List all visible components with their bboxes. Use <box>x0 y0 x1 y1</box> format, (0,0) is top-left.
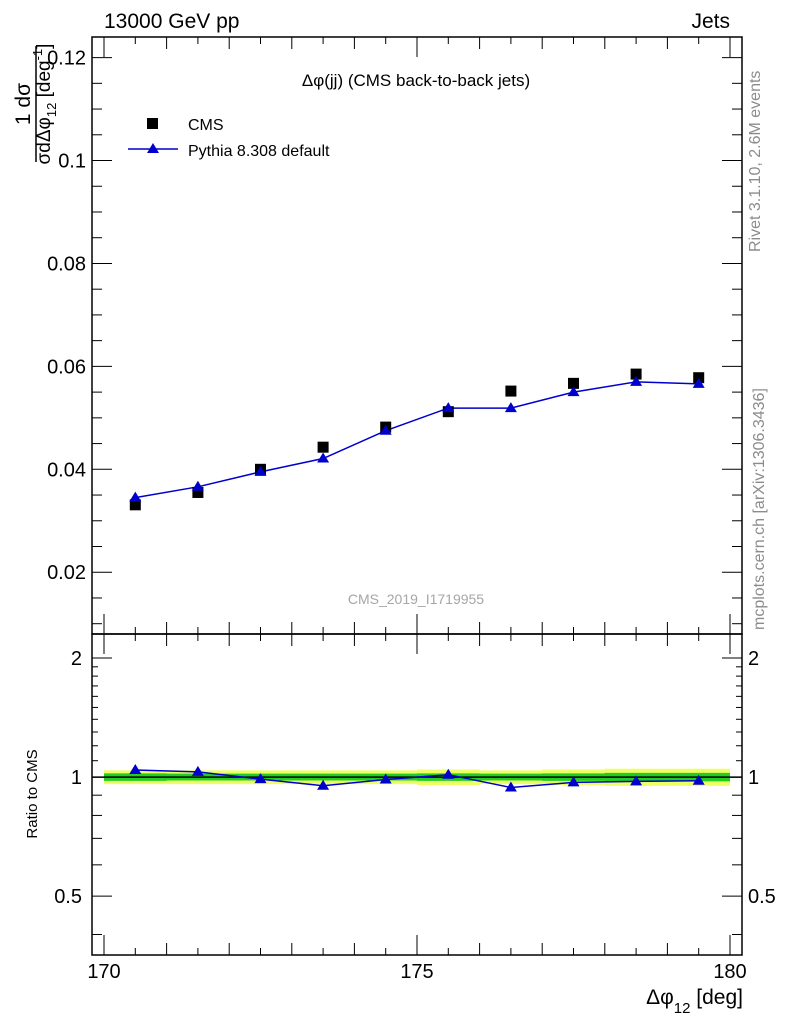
x-tick-label: 180 <box>713 961 746 983</box>
main-y-tick-label: 0.06 <box>47 356 86 378</box>
pythia-point <box>129 491 142 502</box>
x-tick-label: 170 <box>87 961 120 983</box>
ratio-y-tick-label-right: 1 <box>748 767 759 789</box>
ratio-pythia-point <box>692 774 705 785</box>
ratio-pythia-line <box>135 769 699 789</box>
cms-point <box>568 377 579 389</box>
cms-point <box>129 499 141 511</box>
pythia-point <box>692 377 705 388</box>
pythia-point <box>567 386 580 397</box>
source-label: mcplots.cern.ch [arXiv:1306.3436] <box>751 388 768 630</box>
pythia-point <box>191 480 204 491</box>
ratio-y-tick-label-right: 2 <box>748 648 759 670</box>
legend: CMS Pythia 8.308 default <box>128 117 330 160</box>
cms-point <box>317 441 329 453</box>
ratio-pythia-point <box>630 775 643 786</box>
main-y-tick-label: 0.02 <box>47 562 86 584</box>
ratio-y-tick-label: 1 <box>71 767 82 789</box>
main-y-tick-label: 0.08 <box>47 253 86 275</box>
cms-point <box>192 486 204 498</box>
legend-cms-marker <box>147 118 158 129</box>
ratio-pythia-point <box>504 781 517 792</box>
energy-label: 13000 GeV pp <box>104 10 239 33</box>
ratio-pythia-point <box>442 768 455 779</box>
x-tick-label: 175 <box>400 961 433 983</box>
legend-cms-label: CMS <box>188 117 224 134</box>
ratio-y-tick-label: 0.5 <box>54 886 82 908</box>
legend-pythia-marker <box>147 143 159 153</box>
main-y-tick-label: 0.04 <box>47 459 86 481</box>
pythia-point <box>630 375 643 386</box>
pythia-point <box>317 452 330 463</box>
watermark: CMS_2019_I1719955 <box>348 591 484 607</box>
main-y-tick-label: 0.1 <box>58 151 86 173</box>
ratio-pythia-point <box>379 773 392 784</box>
ratio-pythia-point <box>129 764 142 775</box>
main-y-tick-label: 0.12 <box>47 48 86 70</box>
cms-point <box>630 368 642 380</box>
svg-text:1 dσ: 1 dσ <box>12 83 35 125</box>
ratio-frame <box>91 633 743 956</box>
ratio-pythia-point <box>191 765 204 776</box>
pythia-point <box>379 424 392 435</box>
ratio-pythia-point <box>317 779 330 790</box>
ratio-pythia-point <box>567 776 580 787</box>
pythia-line <box>135 381 699 499</box>
pythia-point <box>254 465 267 476</box>
category-label: Jets <box>691 10 730 33</box>
pythia-point <box>504 402 517 413</box>
ratio-y-tick-label: 2 <box>71 648 82 670</box>
plot-title: Δφ(jj) (CMS back-to-back jets) <box>302 71 530 90</box>
x-axis-label: Δφ12 [deg] <box>646 986 743 1017</box>
ratio-y-label: Ratio to CMS <box>24 749 41 838</box>
ratio-y-tick-label-right: 0.5 <box>748 886 776 908</box>
rivet-label: Rivet 3.1.10, 2.6M events <box>747 71 764 252</box>
cms-point <box>505 385 517 397</box>
ratio-pythia-point <box>254 773 267 784</box>
pythia-point <box>442 402 455 413</box>
main-y-axis-label: 1 dσ σdΔφ12 [deg-1] <box>12 44 59 165</box>
cms-point <box>693 372 705 384</box>
legend-pythia-label: Pythia 8.308 default <box>188 143 330 160</box>
